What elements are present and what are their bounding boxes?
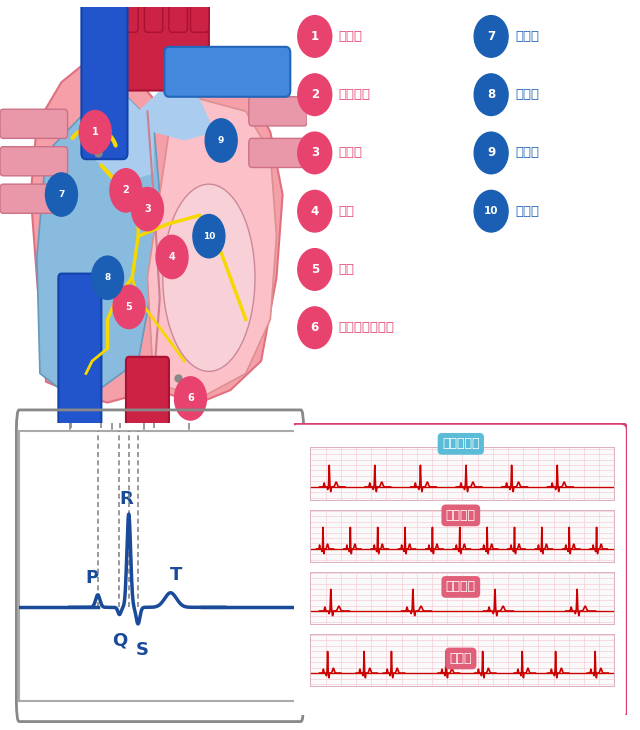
Text: Q: Q (112, 631, 127, 649)
Text: 5: 5 (310, 263, 319, 276)
Text: S: S (136, 640, 148, 658)
Circle shape (298, 191, 332, 232)
Circle shape (298, 307, 332, 348)
Text: 遅い心拍: 遅い心拍 (446, 580, 476, 593)
Text: 右心房: 右心房 (515, 30, 539, 43)
FancyBboxPatch shape (126, 357, 169, 428)
Text: 左脚: 左脚 (339, 204, 355, 218)
Text: 7: 7 (487, 30, 495, 43)
Circle shape (474, 132, 508, 174)
FancyBboxPatch shape (291, 423, 627, 718)
FancyBboxPatch shape (249, 139, 307, 167)
FancyBboxPatch shape (145, 0, 163, 32)
FancyBboxPatch shape (81, 0, 127, 159)
Polygon shape (86, 99, 154, 182)
Text: R: R (119, 490, 133, 507)
Polygon shape (31, 57, 283, 403)
Text: 3: 3 (310, 147, 319, 159)
Circle shape (92, 256, 124, 299)
Text: 2: 2 (123, 185, 129, 196)
Circle shape (474, 15, 508, 57)
FancyBboxPatch shape (58, 274, 101, 428)
FancyBboxPatch shape (164, 47, 291, 97)
Polygon shape (147, 99, 276, 399)
Text: 洞結節: 洞結節 (339, 30, 362, 43)
Circle shape (474, 74, 508, 115)
FancyBboxPatch shape (0, 147, 68, 176)
FancyBboxPatch shape (0, 184, 68, 213)
Text: 不整脈: 不整脈 (449, 652, 472, 665)
Text: 速い心拍: 速い心拍 (446, 509, 476, 522)
Text: 7: 7 (58, 190, 65, 199)
Circle shape (156, 235, 188, 279)
Text: プルキンエ繊維: プルキンエ繊維 (339, 321, 394, 334)
Text: 4: 4 (310, 204, 319, 218)
Text: 房室結節: 房室結節 (339, 88, 371, 101)
Circle shape (175, 377, 207, 420)
Text: 10: 10 (203, 231, 215, 241)
Text: 9: 9 (218, 136, 225, 145)
Circle shape (131, 188, 163, 231)
Ellipse shape (163, 184, 255, 372)
Text: 6: 6 (310, 321, 319, 334)
Circle shape (113, 285, 145, 328)
Text: 5: 5 (125, 302, 132, 312)
Text: 4: 4 (169, 252, 175, 262)
Text: 左心室: 左心室 (515, 204, 539, 218)
FancyBboxPatch shape (249, 97, 307, 126)
Text: 8: 8 (487, 88, 495, 101)
Circle shape (110, 169, 142, 212)
Circle shape (205, 119, 237, 162)
FancyBboxPatch shape (111, 0, 209, 91)
Text: 9: 9 (487, 147, 495, 159)
Circle shape (474, 191, 508, 232)
Text: P: P (86, 569, 99, 586)
Text: 3: 3 (144, 204, 151, 214)
FancyBboxPatch shape (120, 0, 138, 32)
Text: ヒス束: ヒス束 (339, 147, 362, 159)
Text: T: T (170, 566, 182, 585)
FancyBboxPatch shape (191, 0, 209, 32)
Text: 右心室: 右心室 (515, 88, 539, 101)
Polygon shape (138, 82, 215, 140)
Polygon shape (37, 99, 160, 390)
Circle shape (298, 74, 332, 115)
Text: 右脚: 右脚 (339, 263, 355, 276)
Text: 8: 8 (104, 273, 111, 283)
Text: 1: 1 (92, 127, 99, 137)
Circle shape (45, 173, 77, 216)
Text: 2: 2 (310, 88, 319, 101)
Circle shape (79, 110, 111, 154)
Text: 1: 1 (310, 30, 319, 43)
Text: 左心房: 左心房 (515, 147, 539, 159)
FancyBboxPatch shape (0, 110, 68, 139)
Circle shape (298, 249, 332, 291)
Circle shape (298, 132, 332, 174)
Text: 6: 6 (187, 393, 194, 404)
Text: 正常な心拍: 正常な心拍 (442, 437, 479, 450)
FancyBboxPatch shape (169, 0, 188, 32)
Text: 10: 10 (484, 206, 499, 216)
Circle shape (298, 15, 332, 57)
Circle shape (193, 215, 225, 258)
